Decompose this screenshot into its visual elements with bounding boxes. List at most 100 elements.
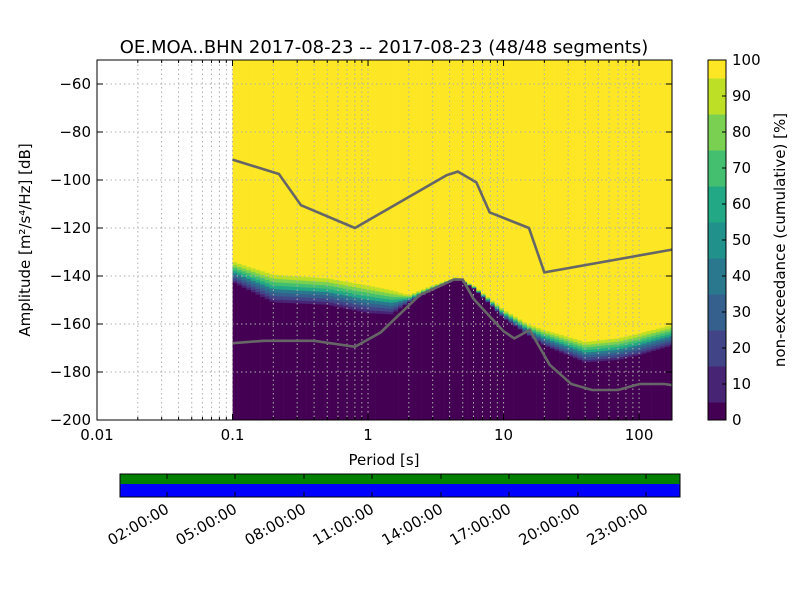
heatmap-cell bbox=[655, 347, 661, 351]
heatmap-cell bbox=[605, 352, 611, 356]
heatmap-cell bbox=[554, 348, 560, 352]
heatmap-cell bbox=[237, 282, 243, 286]
heatmap-cell bbox=[609, 347, 615, 351]
heatmap-cell bbox=[370, 293, 376, 298]
heatmap-cell bbox=[623, 352, 629, 357]
heatmap-cell-0pct bbox=[241, 287, 247, 420]
heatmap-cell bbox=[595, 353, 601, 357]
heatmap-cell bbox=[623, 339, 629, 343]
heatmap-cell bbox=[287, 299, 293, 304]
heatmap-cell bbox=[264, 279, 270, 284]
heatmap-cell bbox=[572, 343, 578, 347]
heatmap-cell bbox=[609, 339, 615, 343]
heatmap-cell bbox=[651, 343, 657, 347]
heatmap-cell bbox=[591, 351, 597, 355]
colorbar-segment bbox=[708, 240, 726, 259]
heatmap-cell bbox=[402, 298, 408, 301]
heatmap-cell bbox=[292, 279, 298, 284]
heatmap-cell bbox=[283, 289, 289, 294]
heatmap-cell bbox=[315, 301, 321, 305]
heatmap-cell bbox=[651, 332, 657, 336]
heatmap-cell bbox=[292, 299, 298, 304]
heatmap-cell bbox=[315, 291, 321, 295]
colorbar-segment bbox=[708, 132, 726, 151]
heatmap-cell bbox=[651, 340, 657, 344]
heatmap-cell-0pct bbox=[549, 348, 555, 420]
heatmap-cell bbox=[384, 295, 390, 300]
colorbar-tick-label: 30 bbox=[732, 303, 751, 321]
heatmap-cell bbox=[545, 344, 551, 348]
heatmap-cell bbox=[301, 290, 307, 295]
heatmap-cell bbox=[591, 341, 597, 345]
heatmap-cell-100pct bbox=[664, 60, 670, 327]
heatmap-cell-0pct bbox=[536, 341, 542, 420]
heatmap-cell-100pct bbox=[425, 60, 431, 288]
heatmap-cell-0pct bbox=[554, 350, 560, 420]
heatmap-cell bbox=[388, 290, 394, 294]
heatmap-cell bbox=[241, 270, 247, 275]
heatmap-cell bbox=[310, 284, 316, 288]
heatmap-cell bbox=[407, 301, 413, 303]
psd-coverage-bar bbox=[120, 484, 680, 497]
heatmap-cell-100pct bbox=[273, 60, 279, 276]
heatmap-cell-0pct bbox=[269, 301, 275, 420]
heatmap-cell bbox=[296, 293, 302, 298]
heatmap-cell bbox=[572, 341, 578, 345]
heatmap-cell bbox=[554, 335, 560, 339]
heatmap-cell bbox=[485, 299, 491, 301]
heatmap-cell bbox=[329, 302, 335, 307]
heatmap-cell-0pct bbox=[586, 362, 592, 420]
heatmap-cell bbox=[375, 294, 381, 298]
heatmap-cell bbox=[664, 328, 670, 333]
heatmap-cell bbox=[246, 281, 252, 285]
heatmap-cell bbox=[540, 337, 546, 340]
heatmap-cell-100pct bbox=[641, 60, 647, 333]
heatmap-cell bbox=[301, 300, 307, 305]
heatmap-cell bbox=[338, 284, 344, 288]
heatmap-cell-100pct bbox=[499, 60, 505, 309]
heatmap-cell bbox=[503, 316, 509, 319]
heatmap-cell bbox=[563, 340, 569, 344]
heatmap-cell bbox=[315, 294, 321, 299]
heatmap-cell bbox=[315, 281, 321, 285]
heatmap-cell bbox=[531, 329, 537, 332]
heatmap-cell-0pct bbox=[485, 302, 491, 420]
heatmap-cell bbox=[526, 334, 532, 337]
heatmap-cell bbox=[664, 331, 670, 335]
heatmap-cell bbox=[614, 341, 620, 345]
heatmap-cell bbox=[388, 302, 394, 306]
heatmap-cell bbox=[255, 282, 261, 286]
heatmap-cell bbox=[384, 307, 390, 312]
heatmap-cell bbox=[365, 309, 371, 314]
heatmap-cell bbox=[641, 337, 647, 341]
heatmap-cell bbox=[577, 345, 583, 349]
heatmap-cell bbox=[651, 329, 657, 334]
colorbar: 0 10 20 30 40 50 60 70 80 90 100 bbox=[707, 51, 761, 429]
heatmap-cell bbox=[485, 300, 491, 303]
heatmap-cell bbox=[480, 296, 486, 298]
heatmap-cell bbox=[232, 272, 238, 276]
heatmap-cell bbox=[637, 346, 643, 351]
heatmap-cell bbox=[618, 337, 624, 341]
heatmap-cell-100pct bbox=[582, 60, 588, 343]
heatmap-cell bbox=[572, 355, 578, 359]
colorbar-tick-label: 50 bbox=[732, 231, 751, 249]
heatmap-cell-100pct bbox=[462, 60, 468, 282]
heatmap-cell bbox=[660, 337, 666, 342]
heatmap-cell bbox=[250, 286, 256, 290]
heatmap-cell bbox=[568, 340, 574, 343]
heatmap-cell-0pct bbox=[457, 280, 463, 420]
heatmap-cell-0pct bbox=[632, 356, 638, 420]
heatmap-cell bbox=[283, 285, 289, 290]
heatmap-cell-100pct bbox=[434, 60, 440, 285]
heatmap-cell bbox=[347, 285, 353, 290]
heatmap-cell bbox=[301, 276, 307, 281]
heatmap-cell bbox=[494, 308, 500, 311]
heatmap-cell bbox=[669, 325, 673, 329]
heatmap-cell bbox=[310, 277, 316, 282]
heatmap-cell bbox=[536, 340, 542, 343]
heatmap-cell bbox=[513, 323, 519, 326]
heatmap-cell bbox=[485, 299, 491, 301]
heatmap-cell bbox=[655, 331, 661, 335]
heatmap-cell-0pct bbox=[476, 293, 482, 420]
